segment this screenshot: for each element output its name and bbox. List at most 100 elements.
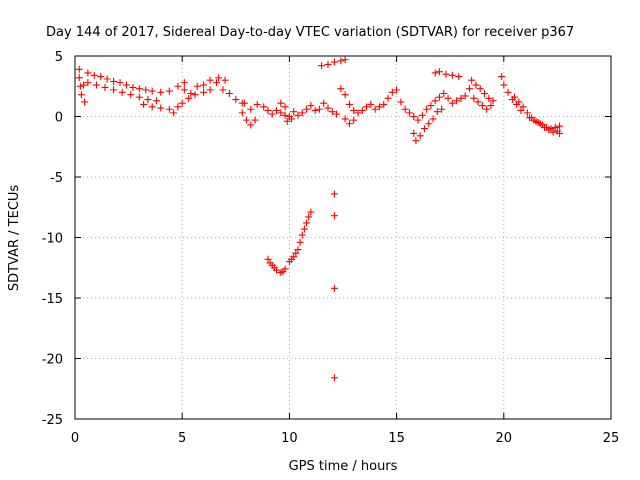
data-point xyxy=(414,116,422,124)
data-point xyxy=(444,94,452,102)
data-point xyxy=(213,79,221,87)
data-point xyxy=(318,62,326,70)
data-point xyxy=(288,115,296,123)
data-point xyxy=(298,231,306,239)
data-point xyxy=(193,82,201,90)
gridlines xyxy=(75,56,611,419)
data-point xyxy=(442,70,450,78)
data-point xyxy=(200,81,208,89)
data-point xyxy=(294,111,302,119)
data-point xyxy=(504,88,512,96)
data-point xyxy=(76,82,84,90)
data-point xyxy=(84,79,92,87)
data-point xyxy=(384,94,392,102)
data-point xyxy=(122,81,130,89)
data-point xyxy=(97,73,105,81)
data-point xyxy=(305,213,313,221)
data-point xyxy=(264,255,272,263)
data-point xyxy=(530,116,538,124)
data-point xyxy=(80,81,88,89)
data-point xyxy=(142,86,150,94)
data-point xyxy=(433,108,441,116)
data-point xyxy=(247,105,255,113)
data-point xyxy=(425,120,433,128)
y-tick-label: -25 xyxy=(42,413,63,428)
data-point xyxy=(534,119,542,127)
x-tick-label: 0 xyxy=(71,431,79,446)
data-point xyxy=(431,69,439,77)
x-tick-label: 10 xyxy=(281,431,298,446)
data-point xyxy=(472,81,480,89)
x-tick-label: 15 xyxy=(388,431,405,446)
data-point xyxy=(311,106,319,114)
data-point xyxy=(350,106,358,114)
data-point xyxy=(500,81,508,89)
data-point xyxy=(277,109,285,117)
data-point xyxy=(538,121,546,129)
data-point xyxy=(187,90,195,98)
data-point xyxy=(225,90,233,98)
data-point xyxy=(178,99,186,107)
data-point xyxy=(253,100,261,108)
data-point xyxy=(273,106,281,114)
data-point xyxy=(438,105,446,113)
y-tick-label: -20 xyxy=(42,353,63,368)
data-point xyxy=(526,114,534,122)
data-point xyxy=(307,208,315,216)
data-point xyxy=(341,91,349,99)
data-point xyxy=(337,85,345,93)
data-point xyxy=(358,106,366,114)
data-point xyxy=(110,86,118,94)
data-point xyxy=(363,103,371,111)
data-point xyxy=(157,88,165,96)
axis-ticks xyxy=(74,55,612,420)
data-point xyxy=(330,58,338,66)
data-point xyxy=(290,108,298,116)
data-point xyxy=(412,137,420,145)
data-point xyxy=(481,90,489,98)
data-point xyxy=(431,97,439,105)
data-point xyxy=(427,102,435,110)
data-point xyxy=(101,83,109,91)
data-point xyxy=(288,255,296,263)
data-point xyxy=(264,106,272,114)
data-point xyxy=(468,76,476,84)
x-tick-label: 25 xyxy=(603,431,620,446)
data-point xyxy=(547,125,555,133)
data-point xyxy=(549,128,557,136)
data-point xyxy=(435,93,443,101)
data-point xyxy=(303,105,311,113)
chart-title: Day 144 of 2017, Sidereal Day-to-day VTE… xyxy=(46,25,574,40)
data-point xyxy=(380,100,388,108)
data-point xyxy=(487,102,495,110)
data-point xyxy=(337,57,345,65)
y-tick-label: -15 xyxy=(42,292,63,307)
data-point xyxy=(371,105,379,113)
data-point xyxy=(116,79,124,87)
data-point xyxy=(174,103,182,111)
data-point xyxy=(435,68,443,76)
data-point xyxy=(423,105,431,113)
x-tick-label: 20 xyxy=(496,431,513,446)
data-point xyxy=(324,60,332,68)
data-point xyxy=(478,102,486,110)
data-point xyxy=(498,73,506,81)
data-point xyxy=(185,94,193,102)
data-point xyxy=(543,123,551,131)
data-point xyxy=(127,91,135,99)
data-point xyxy=(148,103,156,111)
data-point xyxy=(281,111,289,119)
data-point xyxy=(465,85,473,93)
data-point xyxy=(315,105,323,113)
y-axis-label: SDTVAR / TECUs xyxy=(7,185,22,292)
data-point xyxy=(551,123,559,131)
data-point xyxy=(330,190,338,198)
data-point xyxy=(324,104,332,112)
data-point xyxy=(135,93,143,101)
data-point xyxy=(320,99,328,107)
data-point xyxy=(345,100,353,108)
data-point xyxy=(418,111,426,119)
data-point xyxy=(268,110,276,118)
data-point xyxy=(485,94,493,102)
